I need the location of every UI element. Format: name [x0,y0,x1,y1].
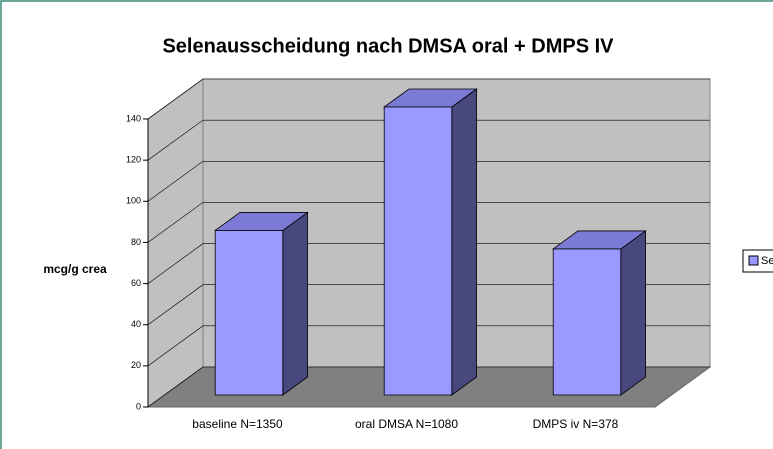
y-tick-label: 100 [126,196,141,206]
y-tick-label: 40 [131,319,141,329]
y-tick-label: 80 [131,237,141,247]
grid-line [147,78,710,120]
x-tick-label: baseline N=1350 [192,417,283,431]
grid-line [147,366,710,408]
legend-label: Se [761,255,773,267]
grid-line [147,160,710,202]
x-tick-label: oral DMSA N=1080 [355,417,458,431]
y-tick-label: 120 [126,155,141,165]
grid-line [147,202,710,243]
bar-side [282,211,308,396]
grid-line [147,284,710,325]
bar [383,106,453,396]
legend-swatch [748,255,759,266]
y-tick-label: 140 [126,113,141,123]
x-tick-label: DMPS iv N=378 [533,417,619,431]
y-axis-label: mcg/g crea [43,262,107,276]
y-tick-label: 0 [136,401,141,411]
grid-line [147,119,710,161]
bar [214,230,284,396]
grid-line [147,243,710,284]
bar-side [451,88,477,396]
chart-title: Selenausscheidung nach DMSA oral + DMPS … [162,35,614,57]
bar-side [620,230,646,396]
bar [552,248,622,396]
y-tick-label: 60 [131,278,141,288]
grid-line [147,325,710,367]
y-tick-label: 20 [131,360,141,370]
side-wall [147,78,204,408]
